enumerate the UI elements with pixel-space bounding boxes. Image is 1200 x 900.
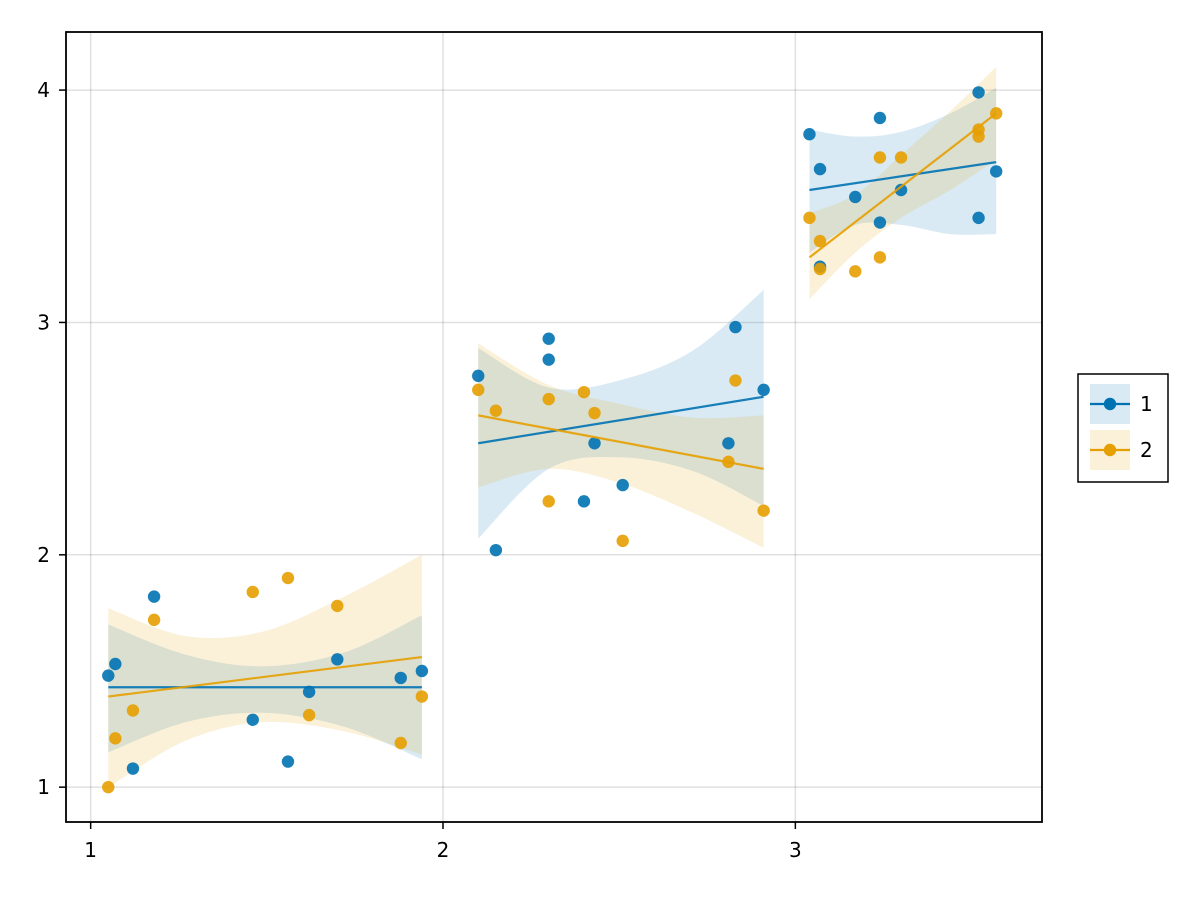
data-point-series-2 [803, 211, 816, 225]
fit-lines [108, 112, 997, 698]
data-point-series-2 [281, 571, 295, 585]
data-point-series-1 [102, 669, 115, 682]
data-point-series-2 [302, 708, 316, 722]
legend-marker [1103, 397, 1117, 411]
data-point-series-2 [894, 151, 908, 164]
data-point-series-2 [616, 534, 629, 548]
data-point-series-1 [126, 762, 140, 775]
data-point-series-2 [109, 732, 122, 745]
data-point-series-2 [577, 385, 591, 399]
data-point-series-1 [873, 111, 887, 125]
axes: 1 2 3 1 2 3 4 [37, 78, 801, 862]
data-point-series-2 [246, 585, 259, 599]
data-point-series-1 [989, 165, 1003, 178]
data-point-series-1 [577, 495, 591, 508]
confidence-bands [108, 66, 997, 788]
data-point-series-2 [394, 736, 407, 750]
data-point-series-1 [331, 653, 344, 666]
data-point-series-1 [972, 86, 985, 99]
data-point-series-1 [281, 755, 295, 768]
scatter-points [102, 86, 1003, 794]
data-point-series-1 [394, 671, 407, 685]
y-tick-label: 2 [37, 543, 50, 567]
data-point-series-2 [472, 383, 485, 397]
x-tick-label: 1 [84, 838, 97, 862]
data-point-series-1 [489, 543, 503, 557]
confidence-band-series-1 [478, 289, 764, 539]
data-point-series-2 [757, 504, 770, 517]
data-point-series-1 [813, 162, 827, 176]
y-tick-label: 4 [37, 78, 50, 102]
y-tick-label: 1 [37, 775, 50, 799]
x-tick-label: 2 [437, 838, 450, 862]
data-point-series-2 [542, 392, 555, 406]
data-point-series-2 [415, 690, 429, 703]
data-point-series-1 [894, 183, 908, 197]
data-point-series-1 [849, 190, 862, 204]
legend: 12 [1077, 373, 1169, 483]
data-point-series-2 [588, 406, 601, 420]
x-tick-label: 3 [789, 838, 802, 862]
data-point-series-1 [109, 657, 122, 671]
confidence-band-series-2 [809, 66, 997, 300]
data-point-series-1 [542, 353, 555, 366]
data-point-series-2 [813, 262, 827, 276]
data-point-series-2 [542, 495, 555, 508]
fit-line-series-2 [808, 112, 997, 259]
data-point-series-1 [246, 713, 259, 726]
data-point-series-2 [126, 704, 140, 717]
data-point-series-2 [972, 123, 985, 136]
data-point-series-1 [588, 437, 601, 450]
data-point-series-2 [729, 374, 742, 387]
legend-box [1077, 373, 1169, 483]
data-point-series-2 [813, 234, 827, 248]
data-point-series-2 [849, 265, 862, 278]
data-point-series-1 [542, 332, 555, 345]
data-point-series-1 [757, 383, 770, 397]
data-point-series-2 [147, 613, 161, 627]
data-point-series-1 [873, 216, 887, 229]
data-point-series-1 [972, 211, 985, 225]
data-point-series-1 [729, 320, 742, 334]
plot-frame [65, 31, 1043, 823]
fit-line-series-1 [809, 161, 997, 192]
grid-lines [66, 32, 1042, 822]
data-point-series-2 [489, 404, 503, 417]
confidence-band-series-1 [809, 87, 997, 253]
legend-marker [1103, 443, 1117, 457]
legend-label-series-1: 1 [1140, 392, 1153, 416]
data-point-series-1 [722, 437, 735, 450]
y-tick-label: 3 [37, 310, 50, 334]
confidence-band-series-2 [108, 554, 422, 788]
fit-line-series-1 [478, 395, 764, 445]
fit-line-series-2 [108, 655, 423, 698]
fit-line-series-2 [478, 414, 764, 470]
data-point-series-1 [415, 664, 429, 678]
data-point-series-1 [803, 128, 816, 141]
data-point-series-1 [472, 369, 485, 383]
data-point-series-2 [873, 251, 887, 264]
data-point-series-2 [102, 780, 115, 794]
data-point-series-1 [302, 685, 316, 699]
data-point-series-1 [147, 590, 161, 603]
data-point-series-2 [873, 151, 887, 164]
data-point-series-1 [616, 478, 629, 492]
legend-label-series-2: 2 [1140, 438, 1153, 462]
data-point-series-2 [331, 599, 344, 613]
